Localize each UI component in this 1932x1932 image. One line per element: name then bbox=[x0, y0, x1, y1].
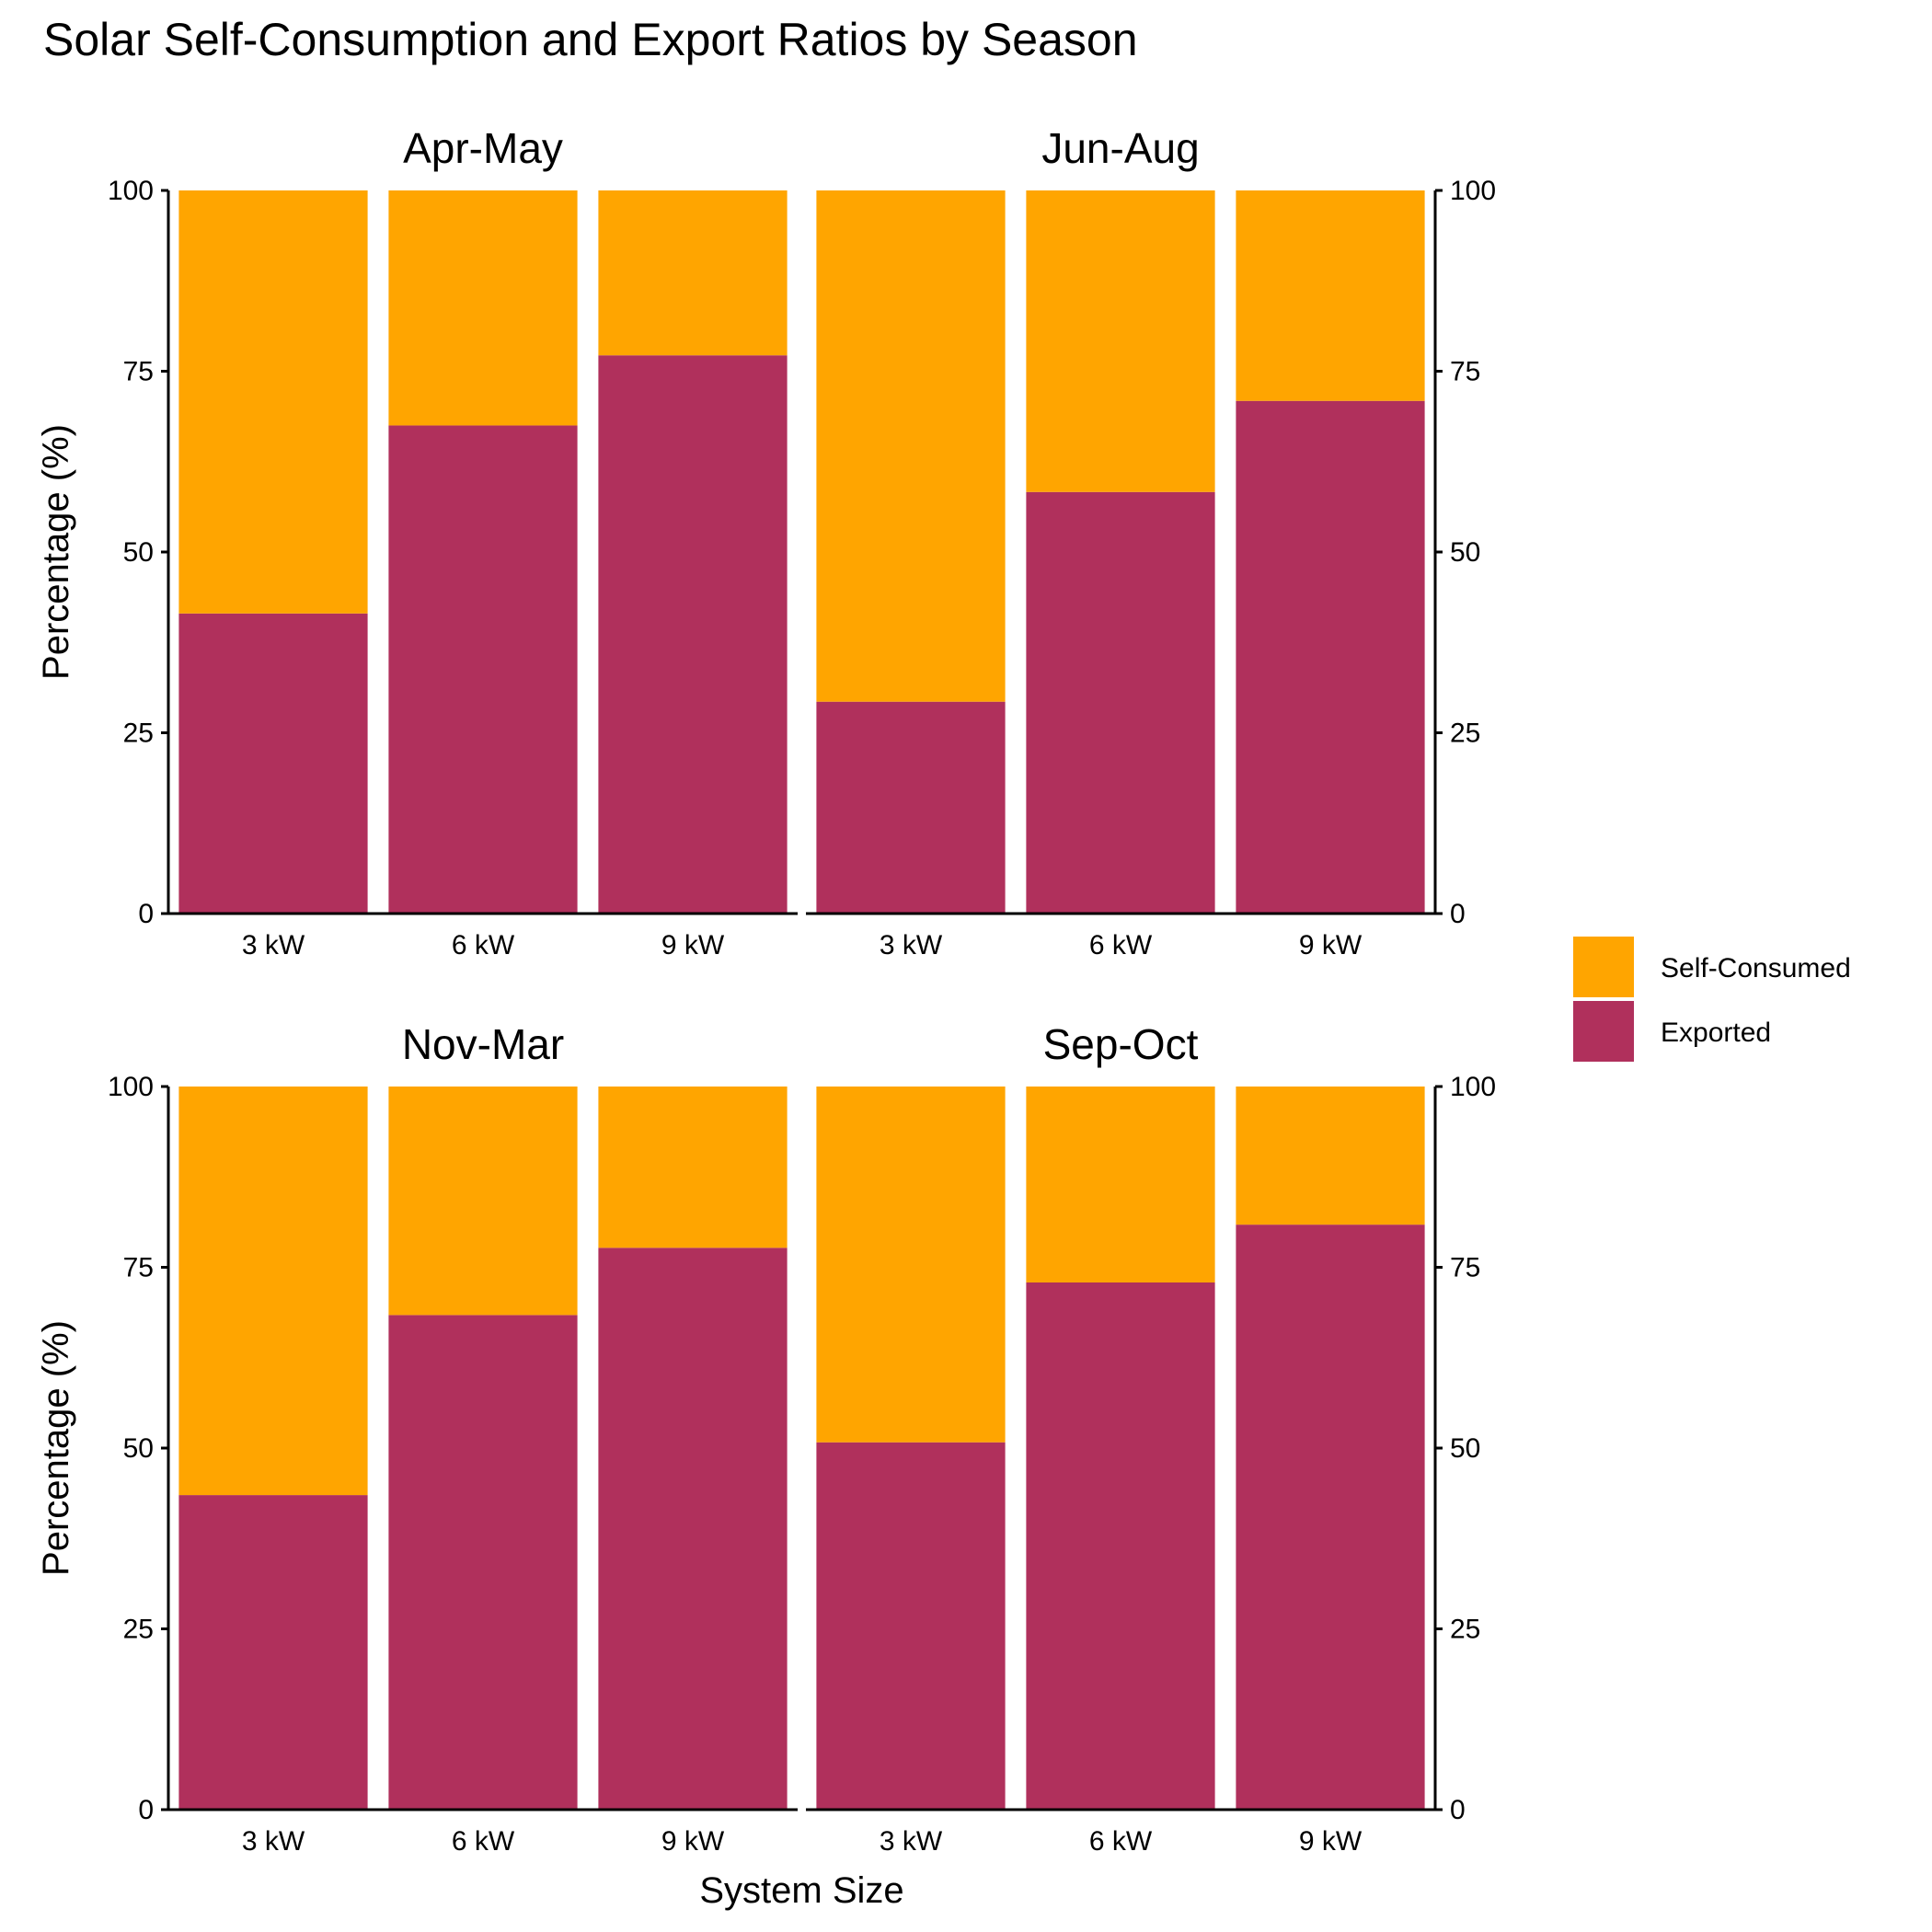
facet-panel: Nov-Mar 3 kW 6 kW 9 kW 0 25 50 75 100 bbox=[108, 1020, 798, 1857]
x-tick-label: 6 kW bbox=[452, 1826, 515, 1857]
x-tick-label: 3 kW bbox=[880, 930, 943, 960]
facet-title: Jun-Aug bbox=[1041, 124, 1199, 172]
bar-self-consumed bbox=[598, 190, 788, 356]
bar-exported bbox=[816, 1442, 1006, 1810]
x-axis-title: System Size bbox=[699, 1870, 903, 1911]
bar-exported bbox=[1026, 491, 1215, 914]
bar-self-consumed bbox=[178, 190, 368, 614]
facet-panel: Apr-May 3 kW 6 kW 9 kW 0 25 50 75 100 bbox=[108, 124, 798, 960]
x-tick-label: 9 kW bbox=[1299, 1826, 1363, 1857]
bar-exported bbox=[178, 1495, 368, 1810]
bar-exported bbox=[816, 701, 1006, 914]
x-tick-label: 3 kW bbox=[242, 1826, 305, 1857]
y-tick-label: 100 bbox=[1450, 1072, 1496, 1102]
bar-self-consumed bbox=[598, 1087, 788, 1248]
x-tick-label: 3 kW bbox=[880, 1826, 943, 1857]
y-tick-label: 0 bbox=[138, 899, 154, 929]
facet-title: Apr-May bbox=[403, 124, 563, 172]
y-tick-label: 25 bbox=[123, 719, 154, 749]
chart-title: Solar Self-Consumption and Export Ratios… bbox=[43, 14, 1138, 65]
bar-exported bbox=[598, 1248, 788, 1810]
y-axis-title-top: Percentage (%) bbox=[36, 424, 76, 680]
y-tick-label: 25 bbox=[1450, 1615, 1480, 1645]
legend-key bbox=[1573, 937, 1634, 997]
y-tick-label: 75 bbox=[123, 1253, 154, 1283]
facet-title: Nov-Mar bbox=[402, 1020, 564, 1068]
y-tick-label: 0 bbox=[1450, 899, 1466, 929]
y-tick-label: 0 bbox=[1450, 1795, 1466, 1825]
bar-exported bbox=[178, 613, 368, 914]
bar-self-consumed bbox=[1236, 190, 1425, 401]
bar-self-consumed bbox=[388, 1087, 578, 1316]
y-tick-label: 25 bbox=[1450, 719, 1480, 749]
y-tick-label: 50 bbox=[123, 537, 154, 568]
legend-label: Exported bbox=[1661, 1018, 1771, 1048]
y-tick-label: 100 bbox=[108, 176, 154, 206]
x-tick-label: 6 kW bbox=[452, 930, 515, 960]
x-tick-label: 9 kW bbox=[661, 1826, 725, 1857]
y-tick-label: 100 bbox=[108, 1072, 154, 1102]
x-tick-label: 6 kW bbox=[1089, 930, 1153, 960]
legend: Self-Consumed Exported bbox=[1573, 937, 1851, 1062]
facet-panels: Apr-May 3 kW 6 kW 9 kW 0 25 50 75 100 Jun-Aug 3 kW… bbox=[108, 124, 1496, 1857]
bar-self-consumed bbox=[1026, 190, 1215, 492]
bar-self-consumed bbox=[816, 190, 1006, 702]
x-tick-label: 9 kW bbox=[661, 930, 725, 960]
y-axis-title-bottom: Percentage (%) bbox=[36, 1320, 76, 1576]
y-tick-label: 75 bbox=[1450, 1253, 1480, 1283]
y-tick-label: 50 bbox=[123, 1433, 154, 1464]
bar-exported bbox=[388, 1315, 578, 1810]
bar-self-consumed bbox=[816, 1087, 1006, 1443]
bar-self-consumed bbox=[178, 1087, 368, 1496]
legend-key bbox=[1573, 1001, 1634, 1062]
bar-exported bbox=[598, 355, 788, 914]
bar-self-consumed bbox=[1236, 1087, 1425, 1225]
facet-panel: Sep-Oct 3 kW 6 kW 9 kW 0 25 50 75 100 bbox=[806, 1020, 1496, 1857]
y-tick-label: 100 bbox=[1450, 176, 1496, 206]
y-tick-label: 75 bbox=[123, 357, 154, 387]
bar-exported bbox=[388, 425, 578, 914]
bar-exported bbox=[1026, 1282, 1215, 1810]
legend-label: Self-Consumed bbox=[1661, 953, 1851, 983]
x-tick-label: 6 kW bbox=[1089, 1826, 1153, 1857]
y-tick-label: 25 bbox=[123, 1615, 154, 1645]
facet-panel: Jun-Aug 3 kW 6 kW 9 kW 0 25 50 75 100 bbox=[806, 124, 1496, 960]
x-tick-label: 9 kW bbox=[1299, 930, 1363, 960]
x-tick-label: 3 kW bbox=[242, 930, 305, 960]
bar-self-consumed bbox=[1026, 1087, 1215, 1283]
facet-title: Sep-Oct bbox=[1043, 1020, 1199, 1068]
bar-exported bbox=[1236, 1225, 1425, 1810]
y-tick-label: 75 bbox=[1450, 357, 1480, 387]
bar-exported bbox=[1236, 400, 1425, 914]
bar-self-consumed bbox=[388, 190, 578, 426]
y-tick-label: 0 bbox=[138, 1795, 154, 1825]
y-tick-label: 50 bbox=[1450, 1433, 1480, 1464]
y-tick-label: 50 bbox=[1450, 537, 1480, 568]
